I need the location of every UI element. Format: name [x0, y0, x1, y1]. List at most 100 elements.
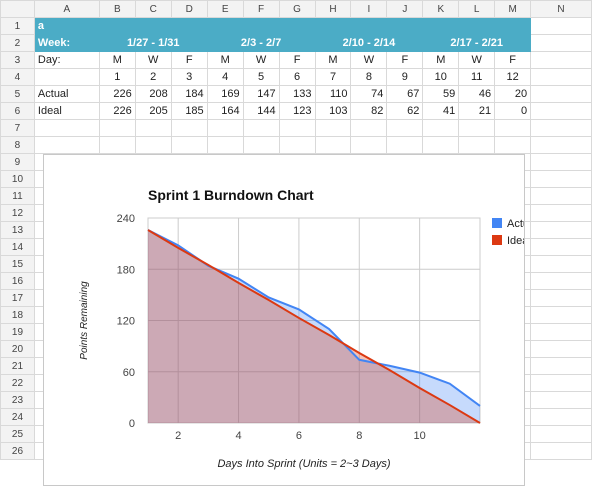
column-header[interactable]: M [494, 0, 532, 18]
row-header[interactable]: 1 [0, 17, 35, 35]
row-header[interactable]: 8 [0, 136, 35, 154]
burndown-chart[interactable]: 0 60 120 180 240 2 4 6 8 10 Sprint 1 Burndown Char… [43, 154, 538, 486]
column-header[interactable]: B [98, 0, 136, 18]
cell[interactable] [530, 323, 592, 341]
column-header[interactable]: K [422, 0, 460, 18]
row-header[interactable]: 5 [0, 85, 35, 103]
cell[interactable] [530, 255, 592, 273]
cell[interactable]: 82 [350, 102, 388, 120]
cell[interactable]: 226 [98, 102, 136, 120]
cell[interactable]: 169 [206, 85, 244, 103]
row-header[interactable]: 2 [0, 34, 35, 52]
cell[interactable]: 103 [314, 102, 352, 120]
column-header[interactable]: L [458, 0, 496, 18]
row-header[interactable]: 12 [0, 204, 35, 222]
cell-row-label[interactable]: Actual [33, 85, 100, 103]
cell-week-range[interactable]: 1/27 - 1/31 [98, 34, 208, 52]
row-header[interactable]: 11 [0, 187, 35, 205]
cell[interactable]: 12 [494, 68, 532, 86]
cell[interactable] [350, 119, 388, 137]
cell[interactable]: 1 [98, 68, 136, 86]
cell[interactable] [98, 119, 136, 137]
cell[interactable] [494, 136, 532, 154]
column-header[interactable]: J [386, 0, 424, 18]
cell[interactable] [530, 425, 592, 443]
cell[interactable]: 5 [242, 68, 280, 86]
cell[interactable]: 226 [98, 85, 136, 103]
cell[interactable]: W [350, 51, 388, 69]
row-header[interactable]: 10 [0, 170, 35, 188]
cell[interactable] [242, 119, 280, 137]
row-header[interactable]: 3 [0, 51, 35, 69]
cell[interactable]: 67 [386, 85, 424, 103]
cell[interactable] [530, 187, 592, 205]
cell[interactable]: 6 [278, 68, 316, 86]
row-header[interactable]: 26 [0, 442, 35, 460]
cell-week-range[interactable]: 2/10 - 2/14 [314, 34, 424, 52]
row-header[interactable]: 9 [0, 153, 35, 171]
cell[interactable] [386, 136, 424, 154]
cell[interactable]: W [458, 51, 496, 69]
cell[interactable]: 164 [206, 102, 244, 120]
cell-row-label[interactable]: Day: [33, 51, 100, 69]
row-header[interactable]: 15 [0, 255, 35, 273]
row-header[interactable]: 16 [0, 272, 35, 290]
row-header[interactable]: 6 [0, 102, 35, 120]
column-header[interactable]: E [206, 0, 244, 18]
cell[interactable] [530, 153, 592, 171]
cell[interactable] [530, 170, 592, 188]
column-header[interactable]: A [33, 0, 100, 18]
cell[interactable]: 133 [278, 85, 316, 103]
cell[interactable]: 205 [134, 102, 172, 120]
cell[interactable] [530, 306, 592, 324]
row-header[interactable]: 7 [0, 119, 35, 137]
row-header[interactable]: 18 [0, 306, 35, 324]
column-header[interactable]: D [170, 0, 208, 18]
cell[interactable] [530, 391, 592, 409]
row-header[interactable]: 20 [0, 340, 35, 358]
cell[interactable] [458, 119, 496, 137]
cell[interactable]: M [314, 51, 352, 69]
cell-a1[interactable]: a [33, 17, 532, 35]
cell[interactable]: F [278, 51, 316, 69]
cell[interactable]: W [242, 51, 280, 69]
cell[interactable]: 20 [494, 85, 532, 103]
cell[interactable] [314, 119, 352, 137]
row-header[interactable]: 17 [0, 289, 35, 307]
cell[interactable] [206, 136, 244, 154]
cell[interactable]: 21 [458, 102, 496, 120]
cell[interactable]: 184 [170, 85, 208, 103]
cell[interactable]: 208 [134, 85, 172, 103]
cell[interactable]: 8 [350, 68, 388, 86]
cell[interactable] [530, 221, 592, 239]
row-header[interactable]: 22 [0, 374, 35, 392]
cell[interactable]: 185 [170, 102, 208, 120]
cell[interactable]: F [170, 51, 208, 69]
cell[interactable] [530, 238, 592, 256]
column-header[interactable]: N [530, 0, 592, 18]
cell[interactable] [530, 289, 592, 307]
cell-week-label[interactable]: Week: [33, 34, 100, 52]
cell[interactable] [530, 204, 592, 222]
cell[interactable] [386, 119, 424, 137]
cell[interactable]: 7 [314, 68, 352, 86]
cell[interactable] [530, 119, 592, 137]
cell[interactable] [530, 68, 592, 86]
cell[interactable]: 147 [242, 85, 280, 103]
cell[interactable]: 11 [458, 68, 496, 86]
cell[interactable]: M [98, 51, 136, 69]
row-header[interactable]: 21 [0, 357, 35, 375]
cell[interactable] [530, 102, 592, 120]
cell[interactable]: 110 [314, 85, 352, 103]
corner-cell[interactable] [0, 0, 35, 18]
column-header[interactable]: C [134, 0, 172, 18]
cell[interactable] [530, 51, 592, 69]
cell[interactable] [98, 136, 136, 154]
cell-week-range[interactable]: 2/17 - 2/21 [422, 34, 532, 52]
cell[interactable]: W [134, 51, 172, 69]
cell-week-range[interactable]: 2/3 - 2/7 [206, 34, 316, 52]
cell[interactable] [494, 119, 532, 137]
row-header[interactable]: 19 [0, 323, 35, 341]
cell[interactable] [134, 136, 172, 154]
row-header[interactable]: 24 [0, 408, 35, 426]
